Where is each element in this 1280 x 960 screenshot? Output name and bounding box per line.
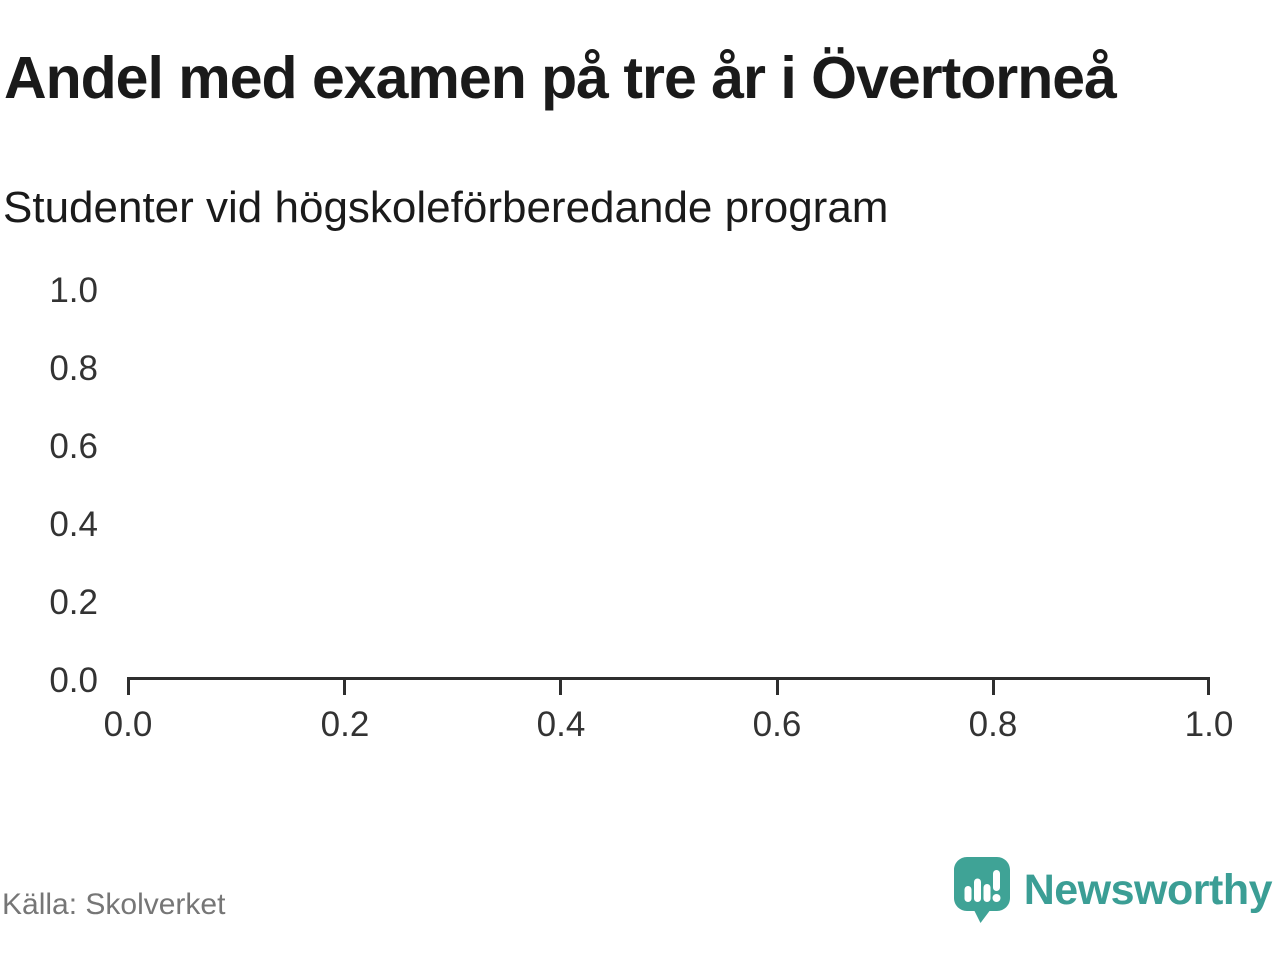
page-title: Andel med examen på tre år i Övertorneå [4,45,1117,111]
x-tick-label: 0.4 [536,705,586,744]
x-axis-line [127,677,1210,680]
source-label: Källa: Skolverket [2,888,226,921]
newsworthy-wordmark: Newsworthy [1023,865,1273,914]
x-tick-label: 0.2 [320,705,370,744]
newsworthy-logo: Newsworthy [953,856,1273,924]
x-tick-mark [776,678,779,695]
chart-subtitle: Studenter vid högskoleförberedande progr… [3,183,889,232]
speech-bubble-bar-chart-icon [953,856,1011,924]
x-tick-mark [1207,678,1210,695]
x-tick-label: 0.6 [752,705,802,744]
y-tick-label: 0.4 [49,505,98,544]
x-tick-mark [992,678,995,695]
x-tick-mark [559,678,562,695]
x-tick-mark [127,678,130,695]
y-tick-label: 0.6 [49,427,98,466]
y-tick-label: 0.2 [49,583,98,622]
x-tick-mark [343,678,346,695]
y-tick-label: 0.0 [49,661,98,700]
y-tick-label: 0.8 [49,349,98,388]
x-tick-label: 1.0 [1184,705,1234,744]
x-tick-label: 0.0 [103,705,153,744]
y-tick-label: 1.0 [49,271,98,310]
x-tick-label: 0.8 [968,705,1018,744]
